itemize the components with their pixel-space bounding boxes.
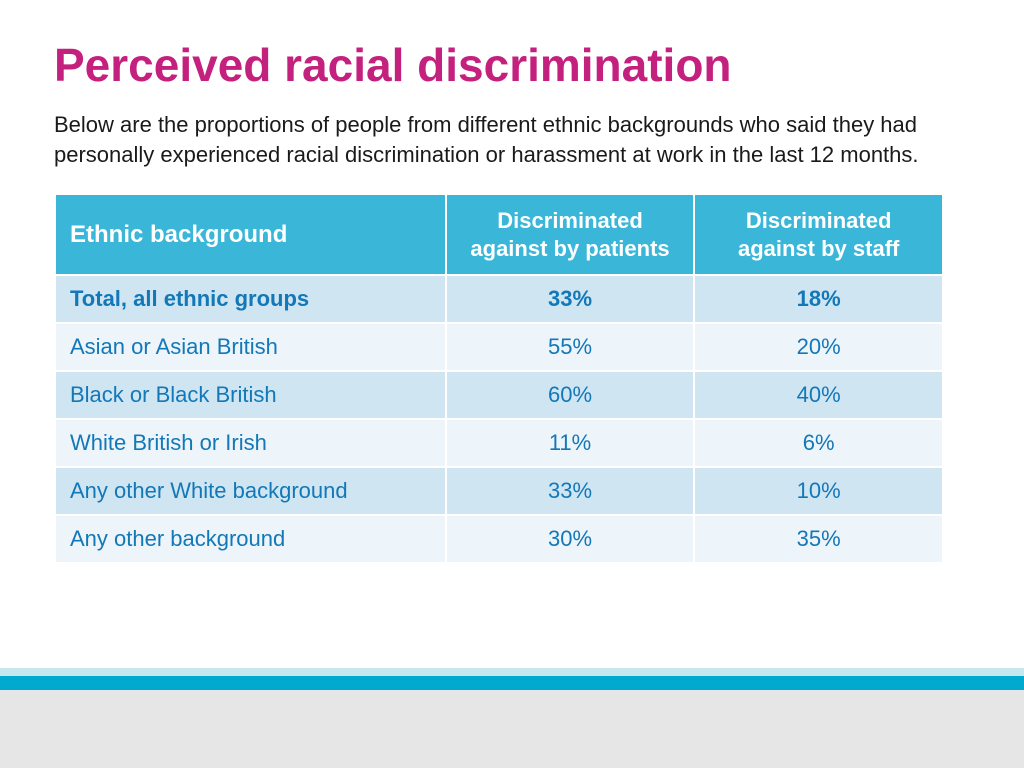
cell-ethnic-label: Black or Black British <box>55 371 446 419</box>
subtitle-text: Below are the proportions of people from… <box>54 110 934 169</box>
table-body: Total, all ethnic groups33%18%Asian or A… <box>55 275 943 563</box>
cell-patients-value: 60% <box>446 371 695 419</box>
cell-ethnic-label: Total, all ethnic groups <box>55 275 446 323</box>
cell-staff-value: 20% <box>694 323 943 371</box>
slide-content: Perceived racial discrimination Below ar… <box>0 0 1024 564</box>
table-header-row: Ethnic background Discriminated against … <box>55 194 943 275</box>
cell-patients-value: 30% <box>446 515 695 563</box>
cell-staff-value: 6% <box>694 419 943 467</box>
stripe-dark <box>0 676 1024 690</box>
cell-staff-value: 18% <box>694 275 943 323</box>
table-row: Asian or Asian British55%20% <box>55 323 943 371</box>
cell-ethnic-label: White British or Irish <box>55 419 446 467</box>
cell-patients-value: 33% <box>446 275 695 323</box>
discrimination-table: Ethnic background Discriminated against … <box>54 193 944 564</box>
col-header-staff: Discriminated against by staff <box>694 194 943 275</box>
footer-stripe <box>0 668 1024 768</box>
table-row: Total, all ethnic groups33%18% <box>55 275 943 323</box>
col-header-patients: Discriminated against by patients <box>446 194 695 275</box>
cell-staff-value: 35% <box>694 515 943 563</box>
stripe-grey <box>0 690 1024 768</box>
cell-staff-value: 10% <box>694 467 943 515</box>
stripe-light <box>0 668 1024 676</box>
table-row: Any other White background33%10% <box>55 467 943 515</box>
cell-patients-value: 33% <box>446 467 695 515</box>
table-row: Black or Black British60%40% <box>55 371 943 419</box>
cell-staff-value: 40% <box>694 371 943 419</box>
col-header-ethnic: Ethnic background <box>55 194 446 275</box>
cell-ethnic-label: Any other background <box>55 515 446 563</box>
cell-patients-value: 11% <box>446 419 695 467</box>
table-row: Any other background30%35% <box>55 515 943 563</box>
cell-patients-value: 55% <box>446 323 695 371</box>
cell-ethnic-label: Any other White background <box>55 467 446 515</box>
page-title: Perceived racial discrimination <box>54 38 970 92</box>
table-row: White British or Irish11%6% <box>55 419 943 467</box>
cell-ethnic-label: Asian or Asian British <box>55 323 446 371</box>
